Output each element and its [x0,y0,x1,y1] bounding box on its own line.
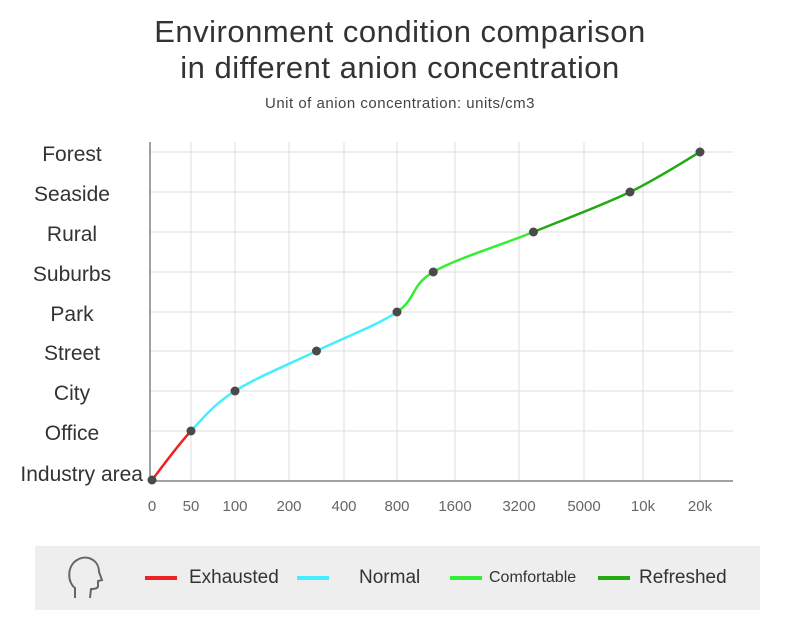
x-tick-label: 1600 [438,498,471,515]
legend-swatch [450,576,482,580]
y-category-label: City [54,382,91,405]
chart: 0 50 100 200 400 800 1600 3200 5000 10k 20k Industr… [20,142,733,515]
data-point [392,307,402,317]
x-tick-label: 0 [148,498,156,515]
y-category-label: Street [44,342,100,365]
data-point [186,426,196,436]
chart-subtitle: Unit of anion concentration: units/cm3 [265,95,535,112]
y-category-label: Suburbs [33,263,111,286]
series-line-normal [190,310,398,432]
legend-item-exhausted [145,546,189,610]
x-tick-label: 5000 [567,498,600,515]
y-category-label: Seaside [34,183,110,206]
chart-title-line-1: Environment condition comparison [154,14,646,49]
y-category-label: Park [50,303,94,326]
legend-item-normal [297,546,341,610]
legend-item-refreshed [598,546,642,610]
series-line-exhausted [151,430,192,481]
x-tick-label: 100 [222,498,247,515]
data-point [230,386,240,396]
x-tick-label: 20k [688,498,713,515]
data-point [147,475,157,485]
x-tick-label: 400 [331,498,356,515]
legend-label: Normal [359,567,421,588]
y-category-label: Forest [42,143,102,166]
legend-label: Exhausted [189,567,279,588]
x-tick-label: 200 [276,498,301,515]
data-point [625,187,635,197]
legend-label: Comfortable [489,569,577,586]
legend-swatch [145,576,177,580]
x-tick-label: 10k [631,498,656,515]
y-category-label: Office [45,422,99,445]
data-point [695,147,705,157]
x-tick-label: 800 [384,498,409,515]
head-profile-icon [68,556,104,599]
x-tick-label: 3200 [502,498,535,515]
y-category-label: Industry area [20,463,143,486]
chart-title-line-2: in different anion concentration [180,50,620,85]
legend-label: Refreshed [639,567,727,588]
y-category-label: Rural [47,223,97,246]
data-point [528,227,538,237]
legend-item-comfortable [450,546,494,610]
legend-swatch [598,576,630,580]
legend-swatch [297,576,329,580]
data-point [312,346,321,356]
data-point [428,267,438,277]
x-tick-label: 50 [183,498,200,515]
legend: Exhausted Normal Comfortable Refreshed [35,546,760,610]
